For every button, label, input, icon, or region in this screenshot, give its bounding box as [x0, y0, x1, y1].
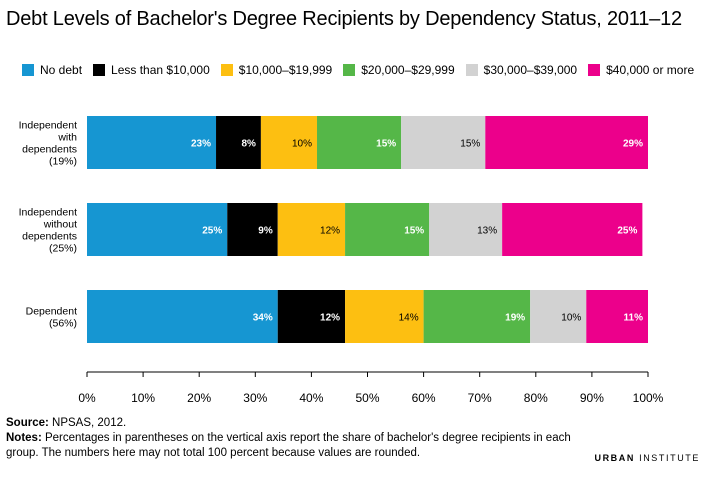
category-label-line: with: [57, 132, 77, 144]
legend-label: $20,000–$29,999: [361, 63, 455, 77]
chart-title: Debt Levels of Bachelor's Degree Recipie…: [6, 8, 682, 30]
category-label-line: (19%): [49, 156, 77, 168]
data-label: 14%: [399, 313, 419, 324]
legend-item-20-000-29-999: $20,000–$29,999: [343, 63, 455, 77]
bar-segment-less-than-10-000: [216, 116, 261, 169]
bar-segment-no-debt: [87, 290, 278, 343]
bar-segment-20-000-29-999: [317, 116, 402, 169]
bar-segment-40-000-or-more: [502, 203, 643, 256]
urban-institute-logo: URBAN INSTITUTE: [594, 453, 700, 463]
data-label: 12%: [320, 226, 340, 237]
notes-line: Notes: Percentages in parentheses on the…: [6, 431, 606, 461]
category-label: Dependent (56%): [26, 306, 77, 330]
x-tick-label: 100%: [633, 391, 664, 405]
bar-segment-10-000-19-999: [277, 203, 346, 256]
source-line: Source: NPSAS, 2012.: [6, 416, 606, 431]
legend-item-no-debt: No debt: [22, 63, 82, 77]
category-label-line: Independent: [19, 120, 77, 132]
bar-segment-30-000-39-000: [401, 116, 486, 169]
data-label: 29%: [623, 139, 643, 150]
legend-item-40-000-or-more: $40,000 or more: [588, 63, 694, 77]
data-label: 15%: [376, 139, 396, 150]
legend-swatch: [22, 64, 34, 76]
legend-label: $30,000–$39,000: [483, 63, 578, 77]
legend-item-less-than-10-000: Less than $10,000: [93, 63, 210, 77]
bar-segment-40-000-or-more: [485, 116, 648, 169]
x-tick-label: 90%: [580, 391, 604, 405]
x-tick-label: 40%: [299, 391, 323, 405]
data-label: 11%: [624, 313, 644, 324]
source-text: NPSAS, 2012.: [52, 417, 127, 429]
data-label: 12%: [320, 313, 340, 324]
legend-swatch: [588, 64, 601, 76]
bar-segment-less-than-10-000: [227, 203, 278, 256]
data-label: 10%: [561, 313, 581, 324]
notes-text: Percentages in parentheses on the vertic…: [6, 432, 571, 459]
stacked-bar-chart: 23% 8% 10% 15% 15% 29%Independent with dependen…: [19, 116, 664, 405]
bar-segment-20-000-29-999: [423, 290, 531, 343]
bar-segment-10-000-19-999: [260, 116, 318, 169]
footer: Source: NPSAS, 2012. Notes: Percentages …: [6, 416, 606, 461]
data-label: 10%: [292, 139, 312, 150]
x-tick-label: 60%: [412, 391, 436, 405]
category-label-line: (25%): [49, 243, 77, 255]
x-tick-label: 30%: [243, 391, 267, 405]
legend: No debt Less than $10,000 $10,000–$19,999 $…: [22, 63, 705, 77]
legend-label: No debt: [40, 63, 83, 77]
notes-label: Notes:: [6, 432, 42, 444]
category-label-line: dependents: [22, 231, 77, 243]
bar-segment-no-debt: [87, 116, 217, 169]
data-label: 25%: [617, 226, 637, 237]
legend-swatch: [93, 64, 106, 76]
data-label: 34%: [253, 313, 273, 324]
legend-item-10-000-19-999: $10,000–$19,999: [220, 63, 333, 77]
legend-swatch: [343, 64, 356, 76]
legend-swatch: [220, 64, 233, 76]
bar-segment-30-000-39-000: [530, 290, 587, 343]
legend-swatch: [465, 64, 478, 76]
x-tick-label: 10%: [131, 391, 155, 405]
x-tick-label: 70%: [468, 391, 492, 405]
bar-segment-less-than-10-000: [277, 290, 346, 343]
category-label-line: without: [43, 219, 77, 231]
data-label: 8%: [241, 139, 256, 150]
legend-label: $40,000 or more: [606, 63, 695, 77]
category-label-line: Dependent: [26, 306, 77, 318]
category-label-line: (56%): [49, 318, 77, 330]
data-label: 25%: [202, 226, 222, 237]
data-label: 13%: [477, 226, 497, 237]
x-tick-label: 50%: [355, 391, 379, 405]
source-label: Source:: [6, 417, 49, 429]
data-label: 9%: [258, 226, 273, 237]
category-label-line: dependents: [22, 144, 77, 156]
data-label: 23%: [191, 139, 211, 150]
bar-segment-20-000-29-999: [345, 203, 430, 256]
x-tick-label: 80%: [524, 391, 548, 405]
category-label-line: Independent: [19, 207, 77, 219]
legend-label: Less than $10,000: [111, 63, 210, 77]
data-label: 19%: [505, 313, 525, 324]
bar-segment-30-000-39-000: [429, 203, 503, 256]
bar-segment-10-000-19-999: [345, 290, 424, 343]
legend-label: $10,000–$19,999: [238, 63, 333, 77]
category-label: Independent with dependents (19%): [19, 120, 78, 168]
bar-segment-40-000-or-more: [586, 290, 648, 343]
x-tick-label: 20%: [187, 391, 211, 405]
data-label: 15%: [404, 226, 424, 237]
data-label: 15%: [460, 139, 480, 150]
category-label: Independent without dependents (25%): [19, 207, 77, 255]
legend-item-30-000-39-000: $30,000–$39,000: [465, 63, 578, 77]
x-tick-label: 0%: [78, 391, 96, 405]
bar-segment-no-debt: [87, 203, 228, 256]
